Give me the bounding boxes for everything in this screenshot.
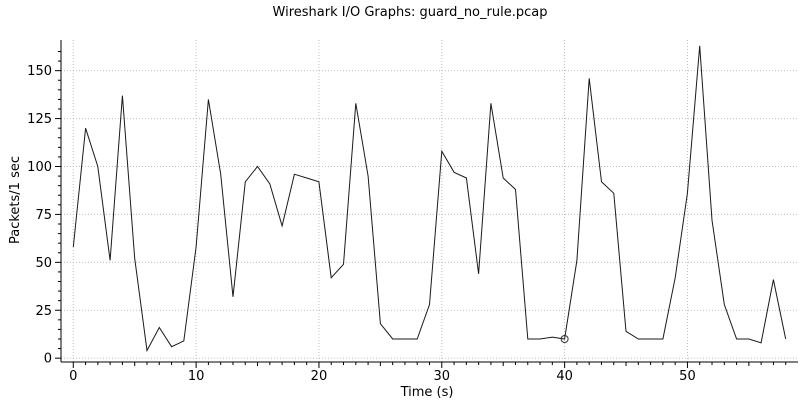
y-tick-label: 100: [27, 160, 52, 175]
y-axis-label: Packets/1 sec: [8, 156, 23, 244]
y-tick-label: 0: [44, 352, 52, 367]
x-axis-label: Time (s): [400, 385, 454, 400]
x-tick-label: 0: [69, 369, 77, 384]
chart-title: Wireshark I/O Graphs: guard_no_rule.pcap: [273, 5, 548, 20]
grid-lines: [61, 40, 798, 362]
x-tick-label: 40: [556, 369, 573, 384]
x-tick-label: 10: [188, 369, 205, 384]
selected-point-marker[interactable]: [560, 335, 569, 343]
y-tick-label: 150: [27, 64, 52, 79]
axis-ticks: 0 10 20 30 40 50 0 25 50 75 100 125 150: [27, 51, 787, 384]
y-tick-label: 50: [35, 256, 52, 271]
x-tick-label: 50: [679, 369, 696, 384]
x-tick-label: 30: [434, 369, 451, 384]
y-tick-label: 75: [35, 208, 52, 223]
x-tick-label: 20: [311, 369, 328, 384]
y-tick-label: 125: [27, 112, 52, 127]
y-tick-label: 25: [35, 304, 52, 319]
series-line: [72, 45, 787, 353]
